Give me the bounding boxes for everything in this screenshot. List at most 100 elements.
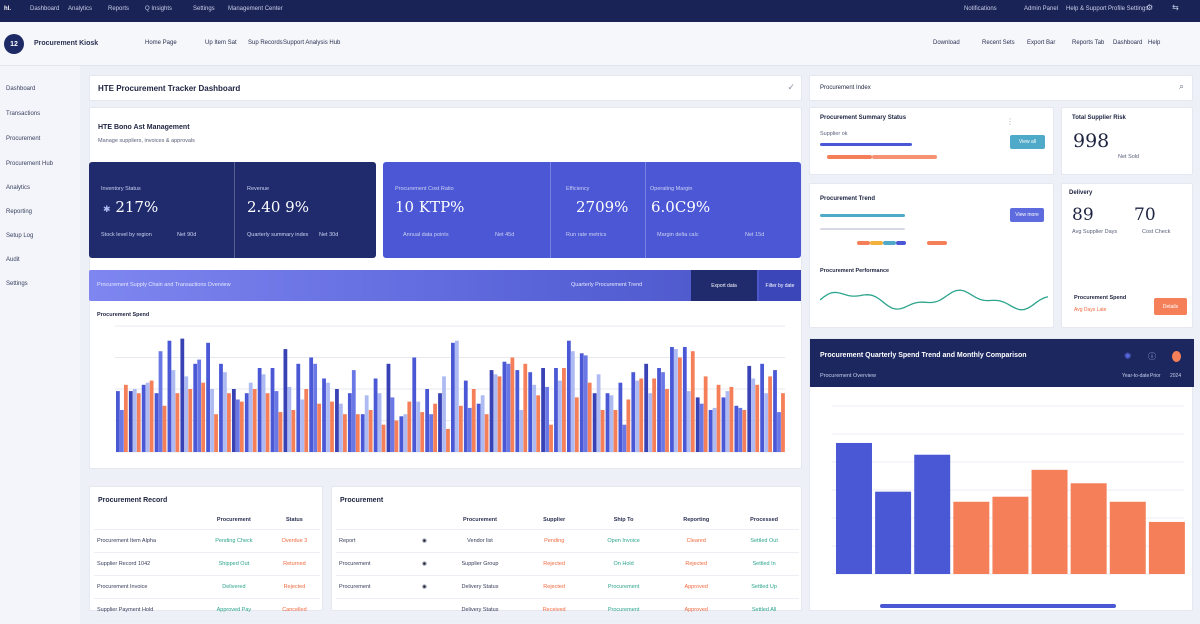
progress-bar bbox=[896, 241, 906, 245]
sidebar-item-analytics[interactable]: Analytics bbox=[6, 185, 31, 191]
chart-bar bbox=[677, 357, 682, 452]
table-row[interactable]: Procurement Item Alpha Pending Check Ove… bbox=[94, 529, 320, 553]
sidebar-item-setup-log[interactable]: Setup Log bbox=[6, 233, 34, 239]
check-icon[interactable]: ✓ bbox=[787, 82, 795, 92]
chart-bar bbox=[235, 399, 240, 452]
view-more-button[interactable]: View more bbox=[1010, 208, 1044, 222]
more-icon[interactable]: ⋮ bbox=[1006, 117, 1014, 126]
details-button[interactable]: Details bbox=[1154, 298, 1187, 315]
table-row[interactable]: Report ◉ Vendor list Pending Open Invoic… bbox=[336, 529, 799, 553]
chart-bar bbox=[1031, 469, 1068, 574]
chart-bar bbox=[330, 401, 334, 452]
table-cell: Vendor list bbox=[435, 529, 525, 553]
share-icon[interactable]: ⇆ bbox=[1172, 3, 1179, 12]
chart-bar bbox=[373, 378, 378, 452]
table-cell: Returned bbox=[268, 552, 320, 576]
chart-bar bbox=[665, 389, 669, 452]
table-header: Procurement bbox=[435, 511, 525, 530]
top-nav-item[interactable]: Management Center bbox=[228, 6, 283, 12]
chart-bar bbox=[618, 382, 623, 452]
top-nav-item[interactable]: Settings bbox=[193, 6, 215, 12]
chart-bar bbox=[484, 414, 489, 452]
kpi-foot: Stock level by region bbox=[101, 232, 152, 238]
delivery-foot: Avg Supplier Days bbox=[1072, 229, 1118, 235]
chart-bar bbox=[291, 410, 296, 452]
top-right-item[interactable]: Notifications bbox=[964, 6, 997, 12]
globe-icon[interactable]: ✺ bbox=[1124, 351, 1132, 361]
table-cell: Supplier Record 1042 bbox=[94, 552, 199, 576]
chart-bar bbox=[201, 382, 206, 452]
chart-bar bbox=[154, 393, 159, 452]
right-search-bar[interactable]: Procurement Index ⌕ bbox=[809, 75, 1193, 101]
chart-bar bbox=[355, 414, 360, 452]
table-row[interactable]: Supplier Payment Hold Approved Pay Cance… bbox=[94, 598, 320, 622]
table-row[interactable]: Supplier Record 1042 Shipped Out Returne… bbox=[94, 552, 320, 576]
filter-button[interactable]: Filter by date bbox=[759, 270, 801, 301]
export-button[interactable]: Export data bbox=[691, 270, 757, 301]
top-right-item[interactable]: Admin Panel bbox=[1024, 6, 1059, 12]
top-nav-item[interactable]: Q Insights bbox=[145, 6, 173, 12]
header-action[interactable]: Dashboard bbox=[1113, 40, 1143, 46]
chart-bar bbox=[339, 403, 343, 452]
chart-bar bbox=[136, 393, 141, 452]
table-row[interactable]: Procurement ◉ Delivery Status Rejected P… bbox=[336, 575, 799, 599]
kpi-foot: Net 15d bbox=[745, 232, 765, 238]
sidebar-item-transactions[interactable]: Transactions bbox=[6, 111, 41, 117]
table-cell: On Hold bbox=[584, 552, 664, 576]
range-slider[interactable] bbox=[880, 604, 1116, 608]
header-action[interactable]: Recent Sets bbox=[982, 40, 1015, 46]
header-action[interactable]: Help bbox=[1148, 40, 1161, 46]
sidebar-item-settings[interactable]: Settings bbox=[6, 281, 28, 287]
chart-bar bbox=[699, 403, 704, 452]
chart-bar bbox=[278, 412, 283, 452]
table-header bbox=[94, 511, 199, 530]
breadcrumb[interactable]: Support Analysis Hub bbox=[283, 40, 341, 46]
chart-bar bbox=[554, 368, 558, 452]
view-all-button[interactable]: View all bbox=[1010, 135, 1045, 149]
breadcrumb[interactable]: Sup Records bbox=[248, 40, 283, 46]
app-logo[interactable]: 12 bbox=[4, 34, 24, 54]
top-nav-item[interactable]: Analytics bbox=[68, 6, 93, 12]
chart-bar bbox=[570, 351, 575, 452]
sidebar-item-procurement-hub[interactable]: Procurement Hub bbox=[6, 161, 54, 167]
table-row[interactable]: Delivery Status Received Procurement App… bbox=[336, 598, 799, 622]
table-cell: Delivery Status bbox=[435, 598, 525, 622]
breadcrumb[interactable]: Home Page bbox=[145, 40, 177, 46]
top-right-item[interactable]: Profile Settings bbox=[1108, 6, 1149, 12]
settings-icon[interactable]: ⚙ bbox=[1146, 3, 1154, 12]
sidebar-item-dashboard[interactable]: Dashboard bbox=[6, 86, 36, 92]
sidebar-item-reporting[interactable]: Reporting bbox=[6, 209, 33, 215]
breadcrumb[interactable]: Up Item Sat bbox=[205, 40, 237, 46]
chart-bar bbox=[274, 391, 279, 452]
chart-title: Procurement Spend bbox=[97, 312, 150, 318]
chart-bar bbox=[686, 391, 691, 452]
table-cell: Procurement Item Alpha bbox=[94, 529, 199, 553]
chart-bar bbox=[132, 389, 137, 452]
chart-bar bbox=[463, 380, 468, 452]
header-action[interactable]: Reports Tab bbox=[1072, 40, 1105, 46]
procurement-spend-chart bbox=[115, 325, 785, 453]
table-row[interactable]: Procurement ◉ Supplier Group Rejected On… bbox=[336, 552, 799, 576]
top-right-item[interactable]: Help & Support bbox=[1066, 6, 1107, 12]
search-icon[interactable]: ⌕ bbox=[1178, 81, 1184, 91]
alert-icon[interactable] bbox=[1172, 351, 1181, 362]
chart-bar bbox=[690, 351, 695, 452]
chart-bar bbox=[454, 340, 459, 452]
risk-value: 998 bbox=[1073, 130, 1110, 152]
chart-bar bbox=[219, 363, 223, 452]
top-nav-item[interactable]: Reports bbox=[108, 6, 130, 12]
chart-bar bbox=[712, 407, 717, 452]
chart-bar bbox=[648, 393, 653, 452]
chart-bar bbox=[300, 399, 305, 452]
info-icon[interactable]: ⓘ bbox=[1148, 352, 1156, 361]
top-nav-item[interactable]: Dashboard bbox=[30, 6, 60, 12]
header-action[interactable]: Export Bar bbox=[1027, 40, 1056, 46]
table-row[interactable]: Procurement Invoice Delivered Rejected bbox=[94, 575, 320, 599]
sidebar-item-audit[interactable]: Audit bbox=[6, 257, 20, 263]
header-action[interactable]: Download bbox=[933, 40, 960, 46]
progress-bar bbox=[870, 241, 883, 245]
chart-bar bbox=[257, 368, 262, 452]
chart-bar bbox=[394, 420, 399, 452]
table-cell: Supplier Group bbox=[435, 552, 525, 576]
sidebar-item-procurement[interactable]: Procurement bbox=[6, 136, 41, 142]
